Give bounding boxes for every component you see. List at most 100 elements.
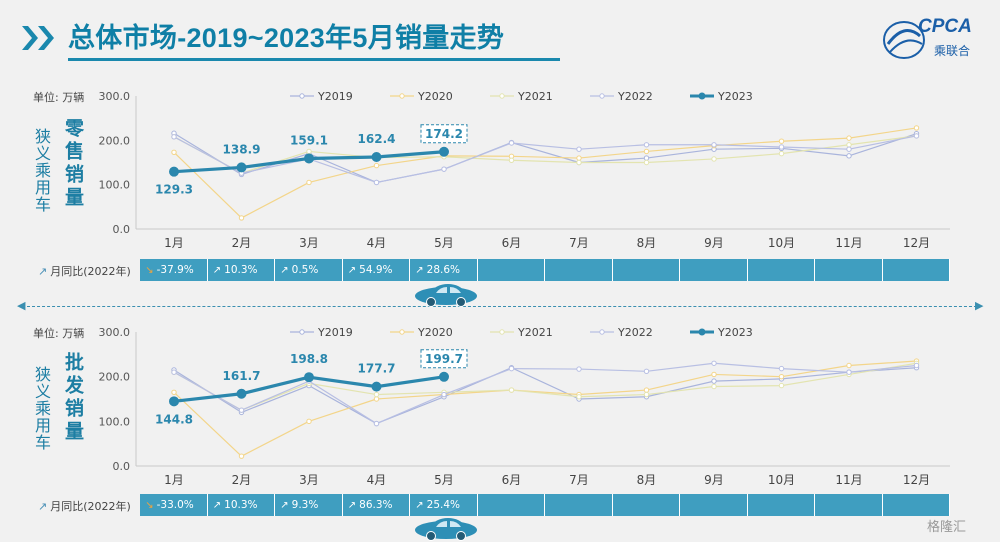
yoy-value: 86.3% <box>359 499 393 511</box>
yoy-value: -37.9% <box>156 264 194 276</box>
y-tick-label: 300.0 <box>99 326 131 339</box>
data-point-y2021 <box>643 391 650 398</box>
data-point-y2023 <box>236 388 247 399</box>
yoy-label-text: 月同比(2022年) <box>50 265 131 278</box>
data-point-y2022 <box>778 365 785 372</box>
x-tick-label: 12月 <box>903 473 930 487</box>
series-line-y2020 <box>173 127 917 219</box>
watermark-brand: 格隆汇 <box>927 520 967 535</box>
legend-marker <box>599 93 605 99</box>
x-tick-label: 7月 <box>569 236 589 250</box>
data-point-y2020 <box>913 125 920 131</box>
x-tick-label: 12月 <box>903 236 930 250</box>
data-point-y2021 <box>508 157 515 163</box>
legend-label: Y2019 <box>317 90 353 103</box>
yoy-value: 54.9% <box>359 264 393 276</box>
y-tick-label: 0.0 <box>113 223 131 236</box>
yoy-cell <box>477 494 546 516</box>
double-chevron-right-icon <box>22 26 54 50</box>
x-tick-label: 11月 <box>835 473 862 487</box>
data-point-y2022 <box>846 146 852 152</box>
x-tick-label: 4月 <box>367 473 387 487</box>
car-icon <box>415 284 477 307</box>
legend-label: Y2020 <box>417 90 453 103</box>
data-point-y2020 <box>171 149 177 156</box>
trend-up-icon: ↗ <box>347 265 357 276</box>
series-line-y2021 <box>173 362 917 411</box>
x-tick-label: 9月 <box>704 236 724 250</box>
x-tick-label: 10月 <box>768 473 795 487</box>
data-point-y2022 <box>846 369 852 375</box>
logo-subtext: 乘联合 <box>934 44 971 58</box>
x-tick-label: 8月 <box>637 236 657 250</box>
data-point-y2019 <box>846 153 852 159</box>
x-tick-label: 8月 <box>637 473 657 487</box>
yoy-value: 25.4% <box>426 499 460 511</box>
series-line-y2021 <box>173 135 917 174</box>
section-divider <box>22 306 982 307</box>
yoy-value: 9.3% <box>291 499 319 511</box>
data-point-y2019 <box>711 378 717 384</box>
data-label: 159.1 <box>290 133 328 147</box>
data-point-y2020 <box>373 396 380 402</box>
legend-label: Y2021 <box>517 326 553 339</box>
legend-marker <box>698 328 706 336</box>
yoy-cell <box>815 494 883 516</box>
data-point-y2022 <box>576 366 582 372</box>
data-point-y2022 <box>171 369 177 375</box>
x-tick-label: 5月 <box>434 473 454 487</box>
x-tick-label: 1月 <box>164 236 184 250</box>
legend-label: Y2019 <box>317 326 353 339</box>
data-point-y2023 <box>236 162 247 173</box>
data-point-y2020 <box>711 371 717 378</box>
x-tick-label: 11月 <box>835 236 862 250</box>
yoy-cell: ↗ 0.5% <box>275 259 343 281</box>
data-point-y2021 <box>778 382 785 389</box>
data-point-y2023 <box>304 372 314 383</box>
x-tick-label: 2月 <box>232 473 252 487</box>
unit-label: 单位: 万辆 <box>33 91 85 104</box>
series-line-y2019 <box>173 367 917 425</box>
data-point-y2022 <box>508 365 515 372</box>
side-label: 狭义乘用车 <box>32 366 51 451</box>
yoy-cell: ↗ 10.3% <box>207 494 276 516</box>
x-tick-label: 6月 <box>502 473 522 487</box>
legend-label: Y2020 <box>417 326 453 339</box>
data-point-y2020 <box>238 453 245 459</box>
data-point-y2022 <box>238 407 245 413</box>
series-line-y2019 <box>173 132 917 184</box>
y-tick-label: 300.0 <box>99 90 131 103</box>
metric-label: 批发销量 <box>62 352 84 444</box>
data-point-y2022 <box>441 166 447 172</box>
legend-marker <box>299 93 305 99</box>
x-tick-label: 5月 <box>434 236 454 250</box>
data-point-y2023 <box>371 152 382 163</box>
trend-up-icon: ↗ <box>347 500 357 511</box>
data-point-y2022 <box>711 142 717 148</box>
trend-icon: ↗ <box>38 265 48 278</box>
series-line-y2022 <box>173 362 917 425</box>
yoy-cell: ↗ 28.6% <box>410 259 478 281</box>
data-point-y2020 <box>778 373 785 380</box>
y-tick-label: 0.0 <box>113 460 131 473</box>
title-underline <box>68 58 560 61</box>
legend-marker <box>499 93 505 99</box>
data-point-y2022 <box>171 134 177 140</box>
data-point-y2022 <box>643 142 650 148</box>
x-tick-label: 6月 <box>502 236 522 250</box>
data-point-y2022 <box>778 144 785 150</box>
data-label: 199.7 <box>425 352 463 366</box>
data-point-y2023 <box>169 166 179 177</box>
data-point-y2020 <box>306 418 312 425</box>
yoy-cell <box>680 494 748 516</box>
car-icon <box>415 518 477 541</box>
data-point-y2022 <box>576 146 582 152</box>
yoy-label: ↗ 月同比(2022年) <box>38 498 131 514</box>
yoy-value: 0.5% <box>291 264 319 276</box>
legend-label: Y2023 <box>717 326 753 339</box>
yoy-label: ↗ 月同比(2022年) <box>38 263 131 279</box>
arrow-right-icon: ▶ <box>975 299 984 312</box>
page-title: 总体市场-2019~2023年5月销量走势 <box>68 23 505 53</box>
data-label: 144.8 <box>155 412 193 426</box>
